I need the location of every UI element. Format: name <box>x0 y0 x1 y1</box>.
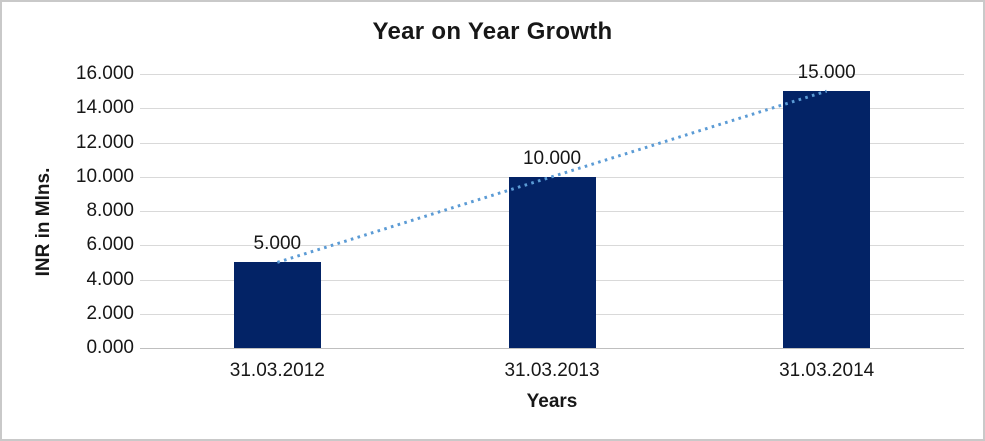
y-tick-label: 2.000 <box>86 302 134 324</box>
x-axis-title: Years <box>526 391 578 412</box>
y-tick-label: 4.000 <box>86 268 134 290</box>
x-tick-label: 31.03.2013 <box>504 360 600 381</box>
x-tick-label: 31.03.2014 <box>779 360 875 381</box>
gridline <box>140 108 964 110</box>
bar-value-label: 15.000 <box>797 62 856 84</box>
gridline <box>140 142 964 144</box>
x-tick-label: 31.03.2012 <box>229 360 325 381</box>
trendline <box>276 89 828 264</box>
chart-title: Year on Year Growth <box>372 18 613 45</box>
y-tick-label: 12.000 <box>75 131 134 153</box>
y-tick-label: 14.000 <box>75 97 134 119</box>
bar-31.03.2013 <box>508 176 596 348</box>
bar-value-label: 5.000 <box>253 233 302 255</box>
y-tick-label: 8.000 <box>86 200 134 221</box>
bar-31.03.2014 <box>783 91 871 348</box>
y-tick-label: 16.000 <box>75 63 134 84</box>
gridline <box>140 348 964 349</box>
bar-value-label: 10.000 <box>522 147 582 169</box>
bar-31.03.2012 <box>233 262 321 348</box>
y-tick-label: 0.000 <box>86 337 134 358</box>
gridline <box>140 74 964 75</box>
y-tick-label: 10.000 <box>75 165 134 187</box>
plot-area: 5.000 10.000 15.000 <box>140 62 964 349</box>
y-tick-label: 6.000 <box>86 234 134 256</box>
